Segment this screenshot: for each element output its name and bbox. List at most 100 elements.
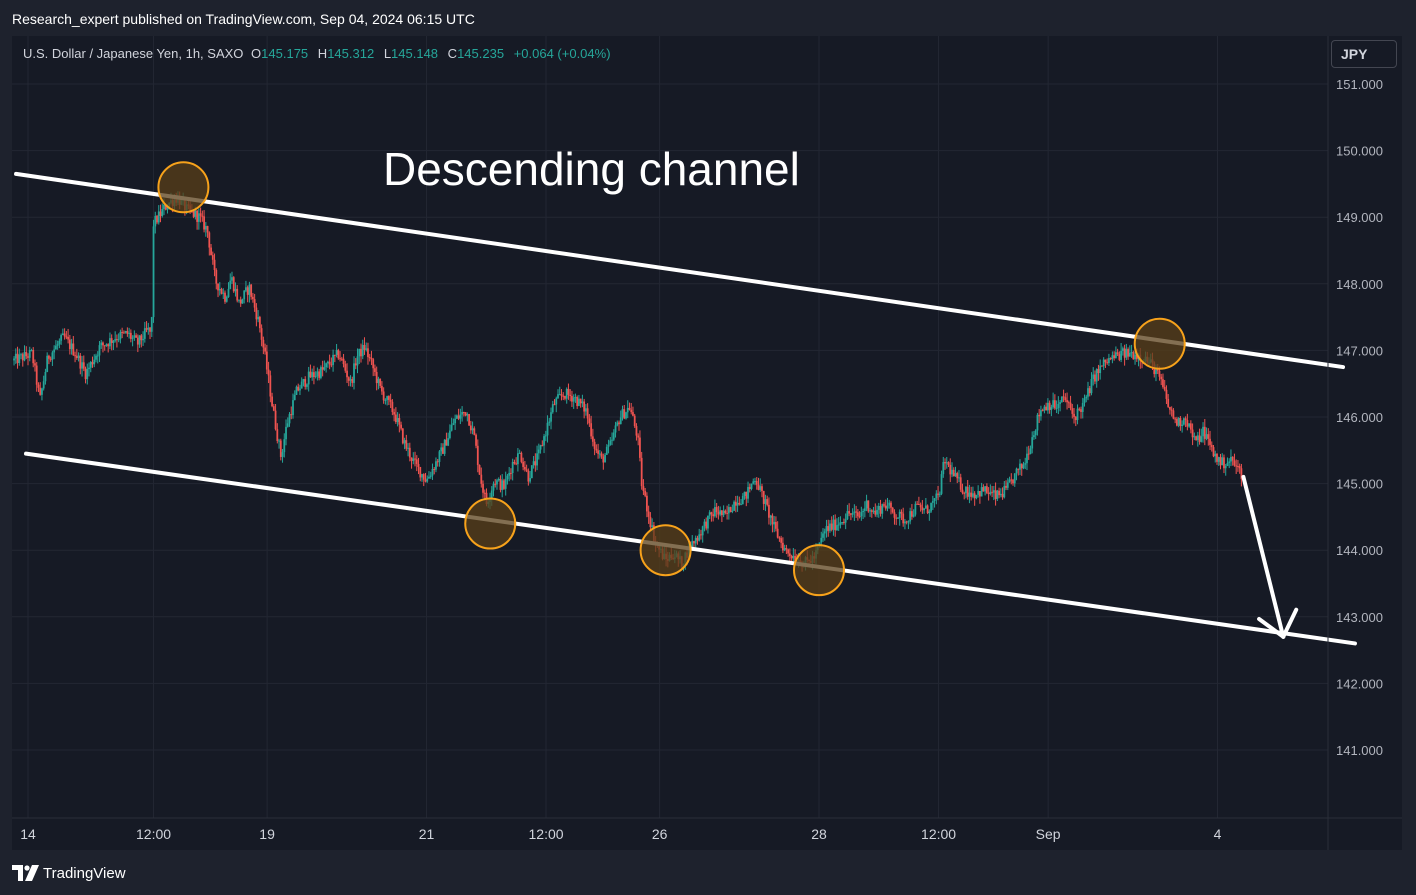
candle-body xyxy=(215,270,218,284)
candle-body xyxy=(898,511,901,518)
axes: 151.000 150.000 149.000 148.000 147.000 146.0… xyxy=(12,36,1402,850)
candle-body xyxy=(471,428,474,431)
open-value: 145.175 xyxy=(261,46,309,61)
chart-panel[interactable] xyxy=(12,36,1402,850)
candle-body xyxy=(285,426,287,440)
candle-body xyxy=(95,355,97,360)
candle-body xyxy=(292,400,294,416)
candle-body xyxy=(407,447,409,449)
touch-marker xyxy=(464,497,517,550)
candle-body xyxy=(227,288,230,298)
candle-body xyxy=(944,461,946,464)
candle-body xyxy=(951,469,953,475)
candle-body xyxy=(766,499,769,505)
candle-body xyxy=(1060,396,1063,403)
candle-body xyxy=(745,491,748,499)
candle-body xyxy=(496,480,498,485)
candle-body xyxy=(1182,418,1185,425)
candle-body xyxy=(987,492,990,494)
candle-body xyxy=(1052,400,1055,408)
candle-body xyxy=(520,452,523,462)
candle-body xyxy=(333,354,336,356)
candle-body xyxy=(473,428,476,435)
candle-body xyxy=(541,445,544,447)
x-tick-label: 26 xyxy=(652,826,668,842)
candle-body xyxy=(1188,423,1191,427)
candle-body xyxy=(394,414,397,423)
candle-body xyxy=(919,504,922,508)
candle-body xyxy=(621,409,624,418)
candle-body xyxy=(408,447,411,458)
candle-body xyxy=(326,361,329,364)
candle-body xyxy=(70,343,73,350)
candle-body xyxy=(935,493,938,499)
candle-body xyxy=(121,331,124,333)
candle-body xyxy=(288,414,291,424)
candle-body xyxy=(417,463,420,467)
candle-body xyxy=(124,331,127,333)
candle-body xyxy=(537,449,540,454)
candle-body xyxy=(271,396,273,407)
candle-body xyxy=(548,421,551,423)
candle-body xyxy=(150,317,153,332)
candle-body xyxy=(241,299,244,304)
candle-body xyxy=(1036,414,1039,431)
candle-body xyxy=(761,486,763,492)
candle-body xyxy=(579,398,582,404)
candle-body xyxy=(74,355,76,357)
candle-body xyxy=(450,424,453,431)
candle-body xyxy=(440,447,443,452)
candle-body xyxy=(1128,352,1131,357)
tradingview-logo-icon[interactable] xyxy=(12,865,40,881)
candle-body xyxy=(1228,461,1231,463)
candle-body xyxy=(234,288,237,292)
currency-button[interactable]: JPY xyxy=(1331,40,1397,68)
candle-body xyxy=(372,359,375,369)
candle-body xyxy=(551,404,554,413)
candle-body xyxy=(192,210,195,217)
candle-body xyxy=(239,299,242,304)
candle-body xyxy=(272,406,275,411)
candle-body xyxy=(164,204,167,210)
candle-body xyxy=(1026,453,1028,464)
candle-body xyxy=(443,439,446,454)
candle-body xyxy=(883,504,885,506)
candle-body xyxy=(762,491,765,504)
candle-body xyxy=(593,441,596,449)
candle-body xyxy=(1217,457,1220,462)
candle-body xyxy=(421,474,423,478)
candle-body xyxy=(759,486,762,490)
symbol-legend[interactable]: U.S. Dollar / Japanese Yen, 1h, SAXO O14… xyxy=(23,46,617,61)
candle-body xyxy=(435,461,437,470)
candle-body xyxy=(478,464,481,475)
candle-body xyxy=(900,511,903,514)
candle-body xyxy=(468,413,470,426)
candle-body xyxy=(466,413,469,416)
candle-body xyxy=(250,284,253,297)
candle-body xyxy=(525,469,528,471)
footer-brand[interactable]: TradingView xyxy=(43,865,126,882)
candle-body xyxy=(858,516,861,518)
candle-body xyxy=(644,490,647,496)
candle-body xyxy=(588,418,591,424)
candle-body xyxy=(839,522,842,525)
candle-body xyxy=(258,317,261,329)
candle-body xyxy=(27,356,29,358)
candle-body xyxy=(743,491,746,496)
candle-body xyxy=(905,521,908,523)
touch-marker xyxy=(793,544,846,597)
candle-body xyxy=(142,338,144,341)
candle-body xyxy=(959,477,962,490)
y-tick-label: 143.000 xyxy=(1336,610,1383,625)
candle-body xyxy=(398,418,401,425)
candle-body xyxy=(518,452,521,454)
candle-body xyxy=(788,553,791,556)
candle-body xyxy=(1125,349,1128,358)
candle-body xyxy=(281,452,284,457)
candle-body xyxy=(565,388,568,399)
candle-body xyxy=(571,396,573,402)
candle-body xyxy=(1130,352,1133,354)
candle-body xyxy=(768,504,770,518)
candle-body xyxy=(143,328,146,339)
